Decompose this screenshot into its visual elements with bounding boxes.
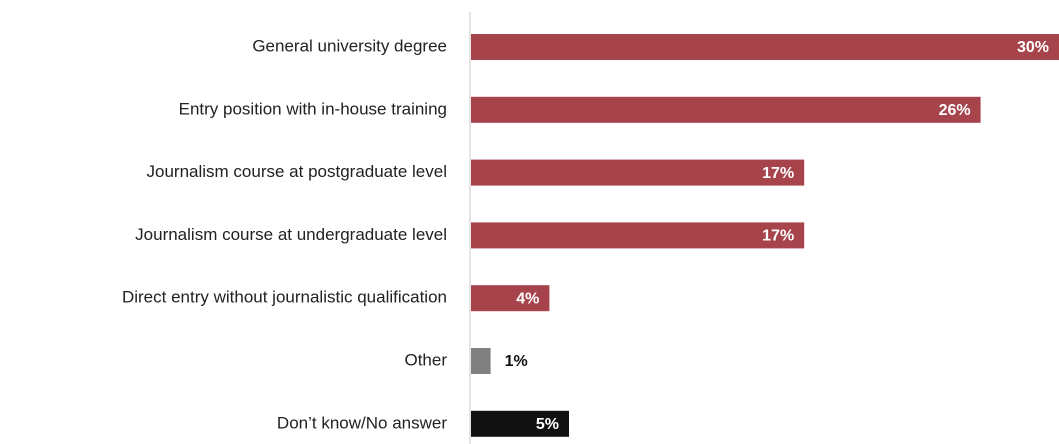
bar — [471, 410, 569, 437]
category-label: Journalism course at undergraduate level — [135, 225, 447, 244]
category-label: Direct entry without journalistic qualif… — [122, 288, 447, 307]
bar — [471, 348, 491, 374]
value-label: 17% — [762, 228, 794, 245]
value-label: 26% — [939, 102, 971, 119]
value-label: 30% — [1017, 39, 1049, 56]
value-label: 5% — [536, 416, 559, 433]
bar — [471, 34, 1059, 60]
value-label: 4% — [516, 290, 539, 307]
category-label: Other — [404, 350, 447, 369]
category-label: General university degree — [252, 36, 447, 55]
bar — [471, 222, 805, 249]
bar — [471, 285, 550, 312]
category-label: Journalism course at postgraduate level — [147, 162, 448, 181]
bar — [471, 96, 981, 123]
category-label: Entry position with in-house training — [179, 99, 447, 118]
category-label: Don’t know/No answer — [277, 413, 447, 432]
value-label: 1% — [505, 353, 528, 370]
value-label: 17% — [762, 165, 794, 182]
bar — [471, 159, 805, 186]
